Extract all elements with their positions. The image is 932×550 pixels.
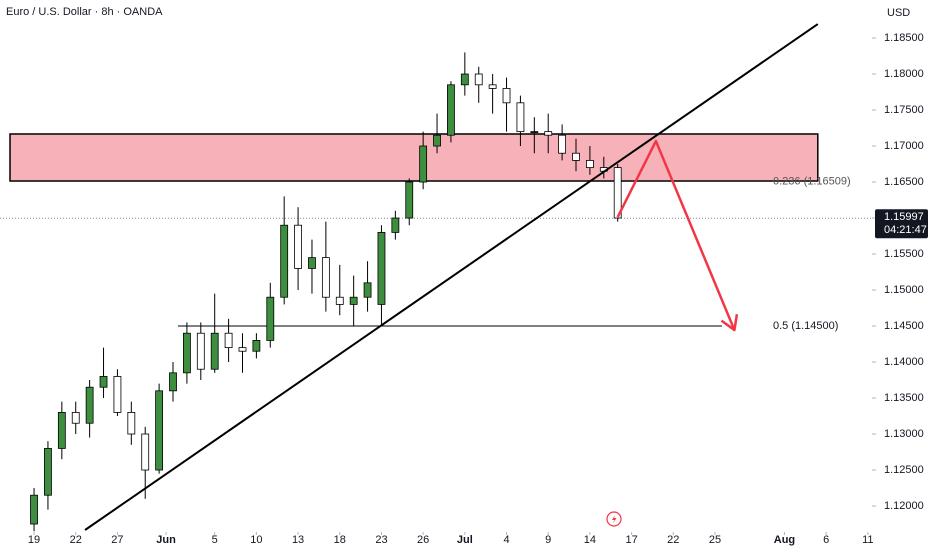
candle-body xyxy=(502,88,511,104)
y-tick-label: 1.12500 xyxy=(884,464,924,476)
x-tick-label: 22 xyxy=(70,534,82,546)
candle-body xyxy=(460,73,469,86)
y-tick-label: 1.15000 xyxy=(884,284,924,296)
candle-body xyxy=(544,131,553,136)
alert-bolt xyxy=(612,515,617,524)
x-tick-label: Jul xyxy=(457,534,473,546)
candle-body xyxy=(613,167,622,219)
candle-body xyxy=(419,145,428,183)
candle-body xyxy=(210,332,219,370)
y-tick-label: 1.13000 xyxy=(884,428,924,440)
candle-body xyxy=(141,433,150,471)
x-tick-label: 13 xyxy=(292,534,304,546)
projection-arrowhead xyxy=(720,314,739,332)
candle-body xyxy=(294,224,302,269)
y-tick-label: 1.14000 xyxy=(884,356,924,368)
candle-body xyxy=(280,224,289,298)
candle-body xyxy=(586,160,594,169)
candle-body xyxy=(488,84,497,89)
x-tick-label: 4 xyxy=(503,534,509,546)
candle-body xyxy=(363,282,372,298)
candle-body xyxy=(44,448,52,496)
candle-body xyxy=(391,217,400,233)
candle-body xyxy=(71,412,80,424)
candle-body xyxy=(405,181,414,219)
x-tick-label: 5 xyxy=(212,534,218,546)
y-tick-label: 1.17500 xyxy=(884,104,924,116)
candle-body xyxy=(558,134,567,154)
y-tick-label: 1.17000 xyxy=(884,140,924,152)
candle-body xyxy=(335,296,344,305)
candle-body xyxy=(572,152,580,161)
supply-zone xyxy=(9,133,819,182)
fib-level-label: 0.236 (1.16509) xyxy=(773,175,851,187)
candle-body xyxy=(127,412,136,435)
candle-body xyxy=(99,376,108,388)
y-tick-label: 1.12000 xyxy=(884,500,924,512)
alert-icon[interactable] xyxy=(606,511,622,527)
currency-label: USD xyxy=(887,7,910,19)
candle-body xyxy=(516,102,525,133)
candle-body xyxy=(155,390,164,471)
x-tick-label: 19 xyxy=(28,534,40,546)
x-tick-label: 26 xyxy=(417,534,429,546)
candle-body xyxy=(474,73,483,86)
candle-body xyxy=(266,296,275,341)
x-tick-label: 27 xyxy=(111,534,123,546)
x-tick-label: 25 xyxy=(709,534,721,546)
x-tick-label: 23 xyxy=(375,534,387,546)
x-tick-label: 11 xyxy=(862,534,873,546)
fib-level-label: 0.5 (1.14500) xyxy=(773,320,838,332)
trendline xyxy=(84,23,819,531)
x-tick-label: 17 xyxy=(625,534,637,546)
candle-body xyxy=(196,332,205,370)
candle-body xyxy=(57,412,66,449)
x-tick-label: 9 xyxy=(545,534,551,546)
candle-body xyxy=(349,296,358,305)
y-tick-label: 1.15500 xyxy=(884,248,924,260)
candle-body xyxy=(224,332,233,349)
chart-title: Euro / U.S. Dollar · 8h · OANDA xyxy=(6,6,163,18)
x-tick-label: 6 xyxy=(823,534,829,546)
alert-circle xyxy=(606,511,622,527)
candle-body xyxy=(169,372,177,392)
candle-body xyxy=(238,347,247,352)
candle-body xyxy=(113,376,122,413)
candles xyxy=(30,52,622,532)
candle-body xyxy=(433,134,441,147)
candle-body xyxy=(530,131,539,134)
candle-body xyxy=(308,257,316,269)
x-tick-label: Jun xyxy=(156,534,176,546)
countdown-label: 04:21:47 xyxy=(884,224,927,236)
candle-body xyxy=(321,257,330,298)
candle-body xyxy=(30,494,38,525)
y-tick-label: 1.13500 xyxy=(884,392,924,404)
candle-body xyxy=(447,84,455,136)
candle-body xyxy=(252,340,261,352)
last-price-label: 1.15997 xyxy=(884,211,924,223)
x-tick-label: 10 xyxy=(250,534,262,546)
y-tick-label: 1.18000 xyxy=(884,68,924,80)
candle-body xyxy=(183,332,191,374)
projection-path xyxy=(616,139,736,331)
x-tick-label: Aug xyxy=(774,534,795,546)
last-price-box xyxy=(875,209,928,239)
x-tick-label: 22 xyxy=(667,534,679,546)
x-tick-label: 18 xyxy=(334,534,346,546)
candle-body xyxy=(85,386,94,424)
y-tick-label: 1.14500 xyxy=(884,320,924,332)
y-tick-label: 1.16500 xyxy=(884,176,924,188)
candle-body xyxy=(377,232,386,305)
y-tick-label: 1.18500 xyxy=(884,32,924,44)
x-tick-label: 14 xyxy=(584,534,596,546)
